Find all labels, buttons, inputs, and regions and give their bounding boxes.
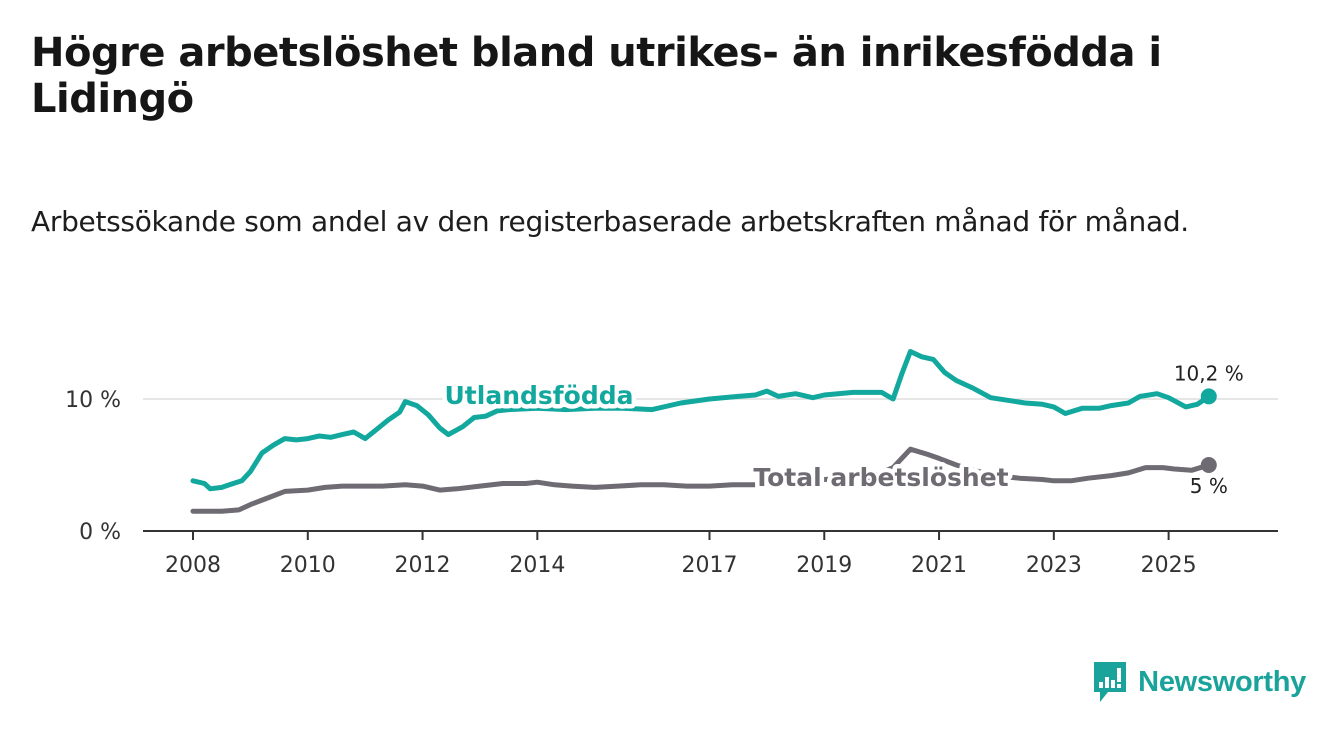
x-tick-label: 2023 — [1026, 553, 1082, 578]
x-tick-label: 2014 — [509, 553, 565, 578]
series-line-utlandsfodda — [190, 349, 1212, 492]
series-end-point — [1200, 457, 1217, 473]
labels: 0 % 10 % 2008 2010 2012 2014 2017 2019 2021 2023 2… — [65, 358, 1247, 578]
chart-title: Högre arbetslöshet bland utrikes- än inr… — [31, 30, 1162, 122]
chart-subtitle: Arbetssökande som andel av den registerb… — [31, 205, 1189, 238]
series-line-total — [190, 446, 1212, 514]
series-label-total: Total arbetslöshet — [753, 463, 1008, 492]
end-value-total: 5 % — [1190, 474, 1228, 498]
series-end-point — [1200, 388, 1217, 405]
x-tick-label: 2010 — [280, 553, 336, 578]
x-tick-label: 2021 — [911, 553, 967, 578]
series-lines — [190, 349, 1217, 514]
x-tick-label: 2025 — [1141, 553, 1197, 578]
axes — [143, 530, 1278, 540]
y-tick-label: 0 % — [79, 520, 121, 545]
brand-name: Newsworthy — [1138, 665, 1306, 698]
newsworthy-logo: Newsworthy — [1092, 660, 1306, 704]
series-label-utlandsfodda: Utlandsfödda — [445, 381, 634, 410]
end-value-utlandsfodda: 10,2 % — [1174, 361, 1244, 385]
x-tick-label: 2019 — [796, 553, 852, 578]
x-tick-label: 2017 — [682, 553, 738, 578]
x-tick-label: 2012 — [395, 553, 451, 578]
y-tick-label: 10 % — [65, 388, 121, 413]
x-tick-label: 2008 — [165, 553, 221, 578]
bar-chart-icon — [1094, 662, 1127, 702]
